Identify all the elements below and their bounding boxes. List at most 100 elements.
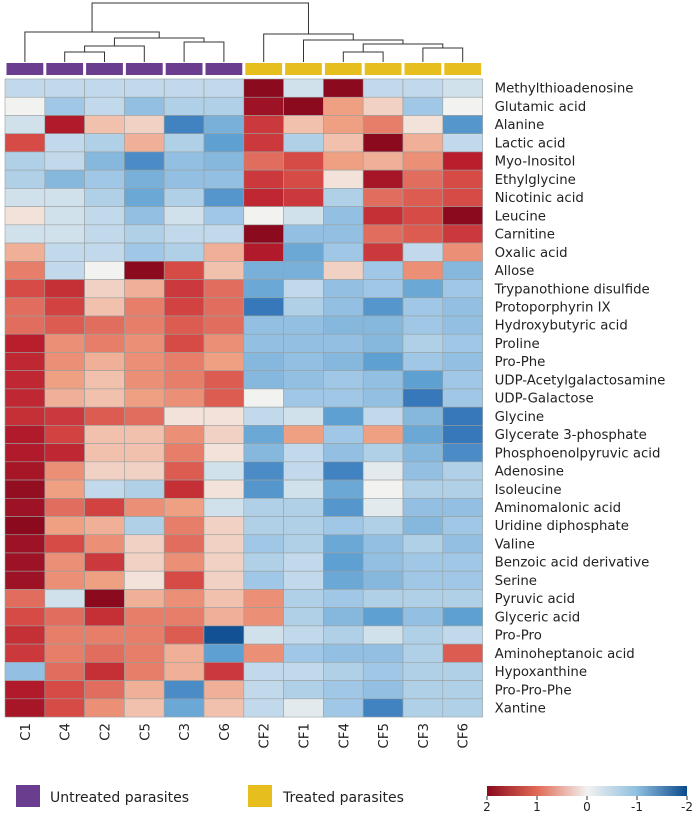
heatmap-cell bbox=[323, 151, 364, 171]
color-scale-tick-label: 1 bbox=[533, 800, 541, 814]
dendrogram-link bbox=[263, 33, 354, 62]
heatmap-cell bbox=[362, 242, 404, 262]
heatmap-cell bbox=[402, 479, 444, 499]
heatmap-cell bbox=[402, 151, 444, 171]
heatmap-cell bbox=[124, 662, 165, 681]
color-scale-tick-label: 0 bbox=[583, 800, 591, 814]
heatmap-cell bbox=[203, 151, 245, 171]
heatmap-cell bbox=[163, 625, 205, 645]
heatmap-cell bbox=[243, 516, 284, 536]
heatmap-cell bbox=[4, 570, 46, 590]
row-label: UDP-Galactose bbox=[495, 392, 594, 407]
heatmap-cell bbox=[323, 315, 364, 335]
heatmap-cell bbox=[402, 643, 444, 663]
heatmap-cell bbox=[84, 333, 125, 353]
heatmap-cell bbox=[124, 169, 165, 189]
legend-treated-swatch bbox=[248, 785, 272, 807]
legend-treated-label: Treated parasites bbox=[282, 790, 404, 806]
heatmap-cell bbox=[4, 589, 46, 608]
heatmap-cell bbox=[243, 352, 284, 371]
heatmap-cell bbox=[402, 461, 444, 481]
heatmap-cell bbox=[4, 352, 46, 371]
heatmap-cell bbox=[442, 534, 483, 554]
heatmap-cell bbox=[362, 443, 404, 463]
row-label: Ethylglycine bbox=[495, 173, 576, 188]
heatmap-cell bbox=[402, 333, 444, 353]
heatmap-cell bbox=[283, 388, 324, 408]
heatmap-cell bbox=[84, 96, 125, 116]
heatmap-cell bbox=[442, 169, 483, 189]
heatmap-cell bbox=[44, 188, 85, 207]
heatmap-cell bbox=[163, 151, 205, 171]
color-scale-tick-label: 2 bbox=[483, 800, 491, 814]
heatmap-cell bbox=[283, 698, 324, 718]
heatmap-cell bbox=[323, 479, 364, 499]
row-label: Nicotinic acid bbox=[495, 191, 584, 206]
heatmap-cell bbox=[44, 242, 85, 262]
heatmap-cell bbox=[4, 552, 46, 572]
heatmap-cell bbox=[44, 461, 85, 481]
row-label: Leucine bbox=[495, 209, 546, 224]
heatmap-cell bbox=[442, 589, 483, 608]
heatmap-cell bbox=[84, 570, 125, 590]
heatmap-cell bbox=[243, 680, 284, 700]
heatmap-cell bbox=[402, 133, 444, 153]
row-label: Glyceric acid bbox=[495, 610, 581, 625]
heatmap-cell bbox=[203, 78, 245, 98]
heatmap-cell bbox=[362, 698, 404, 718]
row-label: Glycerate 3-phosphate bbox=[495, 428, 647, 443]
heatmap-cell bbox=[323, 352, 364, 371]
heatmap-cell bbox=[442, 133, 483, 153]
heatmap-cell bbox=[442, 698, 483, 718]
heatmap-cell bbox=[44, 680, 85, 700]
heatmap-cell bbox=[163, 643, 205, 663]
heatmap-cell bbox=[402, 698, 444, 718]
heatmap-cell bbox=[84, 479, 125, 499]
heatmap-cell bbox=[243, 589, 284, 608]
heatmap-cell bbox=[163, 698, 205, 718]
heatmap-cell bbox=[243, 333, 284, 353]
heatmap-cell bbox=[44, 315, 85, 335]
heatmap-cell bbox=[402, 188, 444, 207]
heatmap-cell bbox=[442, 552, 483, 572]
heatmap-cell bbox=[283, 188, 324, 207]
heatmap-cell bbox=[44, 497, 85, 517]
heatmap-cell bbox=[243, 388, 284, 408]
heatmap-cell bbox=[442, 297, 483, 317]
heatmap-cell bbox=[323, 607, 364, 627]
heatmap-cell bbox=[4, 333, 46, 353]
heatmap-cell bbox=[84, 188, 125, 207]
dendrogram-link bbox=[84, 45, 145, 62]
heatmap-cell bbox=[4, 315, 46, 335]
column-dendrogram bbox=[24, 2, 464, 62]
heatmap-cell bbox=[402, 370, 444, 390]
heatmap-cell bbox=[283, 279, 324, 299]
heatmap-cell bbox=[84, 151, 125, 171]
heatmap-cell bbox=[402, 260, 444, 280]
heatmap-cell bbox=[84, 443, 125, 463]
heatmap-cell bbox=[4, 388, 46, 408]
heatmap-cell bbox=[4, 370, 46, 390]
heatmap-cell bbox=[203, 497, 245, 517]
row-label: Oxalic acid bbox=[495, 246, 568, 261]
heatmap-cell bbox=[124, 643, 165, 663]
heatmap-cell bbox=[44, 589, 85, 608]
heatmap-cell bbox=[203, 206, 245, 226]
column-labels: C1 C4 C2 C5 C3 C6 CF2 CF1 CF4 CF5 CF3 CF6 bbox=[19, 723, 472, 748]
heatmap-cell bbox=[124, 625, 165, 645]
heatmap-cell bbox=[442, 461, 483, 481]
heatmap-cell bbox=[362, 534, 404, 554]
heatmap-cell bbox=[283, 607, 324, 627]
dendrogram-link bbox=[91, 2, 309, 34]
heatmap-cell bbox=[243, 260, 284, 280]
heatmap-cell bbox=[84, 643, 125, 663]
color-scale-ticks: 2 1 0 -1 -2 bbox=[483, 796, 692, 814]
row-label: Isoleucine bbox=[495, 483, 562, 498]
heatmap-cell bbox=[124, 115, 165, 134]
heatmap-cell bbox=[323, 662, 364, 681]
heatmap-cell bbox=[442, 425, 483, 444]
heatmap-cell bbox=[4, 607, 46, 627]
heatmap-cell bbox=[283, 297, 324, 317]
heatmap-cell bbox=[44, 206, 85, 226]
heatmap-cell bbox=[402, 242, 444, 262]
